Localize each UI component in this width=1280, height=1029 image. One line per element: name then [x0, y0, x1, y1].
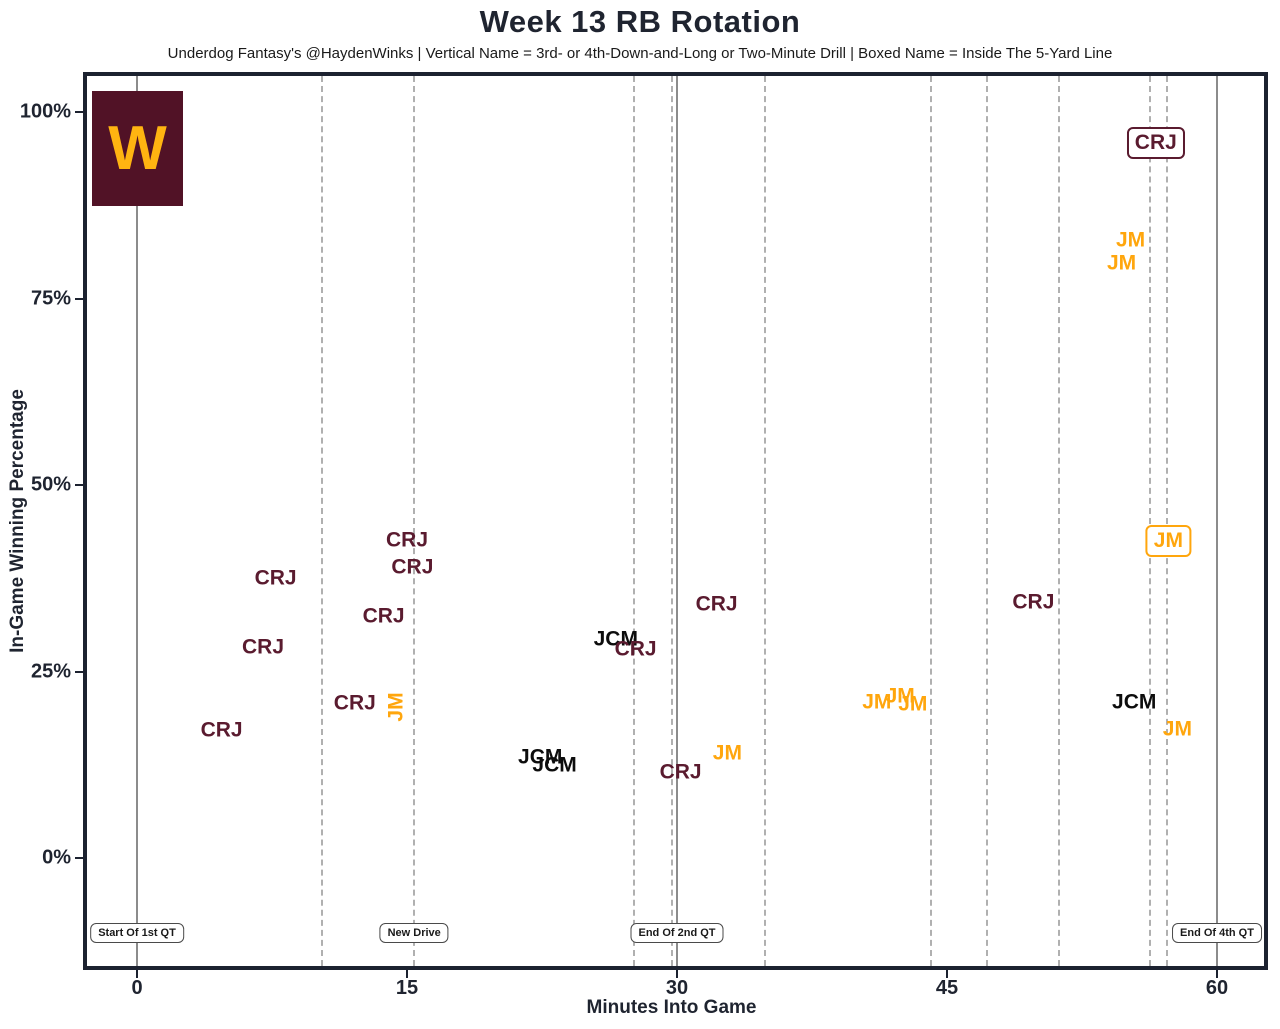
y-tick-label: 100%	[19, 100, 71, 123]
team-logo: W	[92, 91, 183, 206]
data-point-crj-boxed: CRJ	[1126, 127, 1185, 160]
data-point-jm: JM	[898, 692, 928, 716]
x-axis-title: Minutes Into Game	[586, 997, 757, 1018]
team-logo-letter: W	[108, 113, 167, 183]
y-axis-title: In-Game Winning Percentage	[7, 389, 28, 653]
chart-title: Week 13 RB Rotation	[479, 4, 801, 39]
y-tick-label: 50%	[30, 473, 71, 496]
drive-gridline-dashed	[321, 76, 324, 966]
data-point-crj: CRJ	[241, 635, 285, 659]
quarter-gridline-solid	[136, 76, 138, 966]
y-tick-mark	[75, 857, 83, 859]
x-tick-mark	[1216, 970, 1218, 978]
data-point-jm-vertical: JM	[384, 692, 408, 722]
drive-gridline-dashed	[670, 76, 673, 966]
data-point-crj: CRJ	[333, 691, 376, 715]
data-point-jcm: JCM	[532, 753, 577, 777]
x-tick-mark	[136, 970, 138, 978]
x-tick-label: 15	[395, 977, 419, 999]
event-marker-new-drive: New Drive	[379, 923, 449, 943]
quarter-gridline-solid	[676, 76, 678, 966]
data-point-jm: JM	[712, 741, 742, 765]
data-point-jm: JM	[1107, 251, 1137, 275]
data-point-jm: JM	[1116, 228, 1146, 252]
drive-gridline-dashed	[764, 76, 767, 966]
quarter-gridline-solid	[1216, 76, 1218, 966]
data-point-jm: JM	[885, 684, 915, 708]
data-point-crj: CRJ	[200, 718, 243, 742]
drive-gridline-dashed	[1149, 76, 1152, 966]
x-tick-mark	[676, 970, 678, 978]
drive-gridline-dashed	[632, 76, 635, 966]
chart-subtitle: Underdog Fantasy's @HaydenWinks | Vertic…	[167, 45, 1113, 62]
drive-gridline-dashed	[985, 76, 988, 966]
data-point-crj: CRJ	[254, 566, 297, 590]
data-point-crj: CRJ	[614, 637, 657, 661]
y-tick-mark	[75, 111, 83, 113]
y-tick-label: 0%	[42, 846, 71, 869]
event-marker-end-of-4th-qt: End Of 4th QT	[1172, 923, 1262, 943]
y-tick-label: 25%	[30, 660, 71, 682]
data-point-jm: JM	[1162, 717, 1192, 741]
data-point-jm-boxed: JM	[1145, 524, 1191, 557]
data-point-jm: JM	[862, 690, 892, 714]
data-point-crj: CRJ	[659, 760, 702, 784]
y-tick-label: 75%	[30, 287, 71, 309]
data-point-jcm: JCM	[593, 627, 638, 651]
drive-gridline-dashed	[413, 76, 416, 966]
data-point-jcm: JCM	[518, 745, 563, 769]
y-tick-mark	[75, 670, 83, 673]
data-point-crj: CRJ	[362, 604, 405, 628]
drive-gridline-dashed	[929, 76, 932, 966]
x-tick-mark	[946, 970, 948, 978]
data-point-crj: CRJ	[391, 555, 434, 579]
y-tick-mark	[75, 484, 83, 486]
x-tick-label: 60	[1205, 977, 1229, 999]
x-tick-mark	[406, 970, 408, 978]
y-tick-mark	[75, 297, 83, 300]
data-point-crj: CRJ	[1012, 590, 1055, 614]
x-tick-label: 45	[935, 977, 959, 999]
data-point-crj: CRJ	[385, 528, 429, 552]
data-point-jcm: JCM	[1112, 690, 1157, 714]
event-marker-end-of-2nd-qt: End Of 2nd QT	[630, 923, 724, 943]
x-tick-label: 30	[665, 977, 689, 999]
drive-gridline-dashed	[1165, 76, 1168, 966]
x-tick-label: 0	[131, 977, 143, 999]
data-point-crj: CRJ	[695, 592, 738, 616]
drive-gridline-dashed	[1057, 76, 1060, 966]
event-marker-start-of-1st-qt: Start Of 1st QT	[90, 923, 184, 943]
